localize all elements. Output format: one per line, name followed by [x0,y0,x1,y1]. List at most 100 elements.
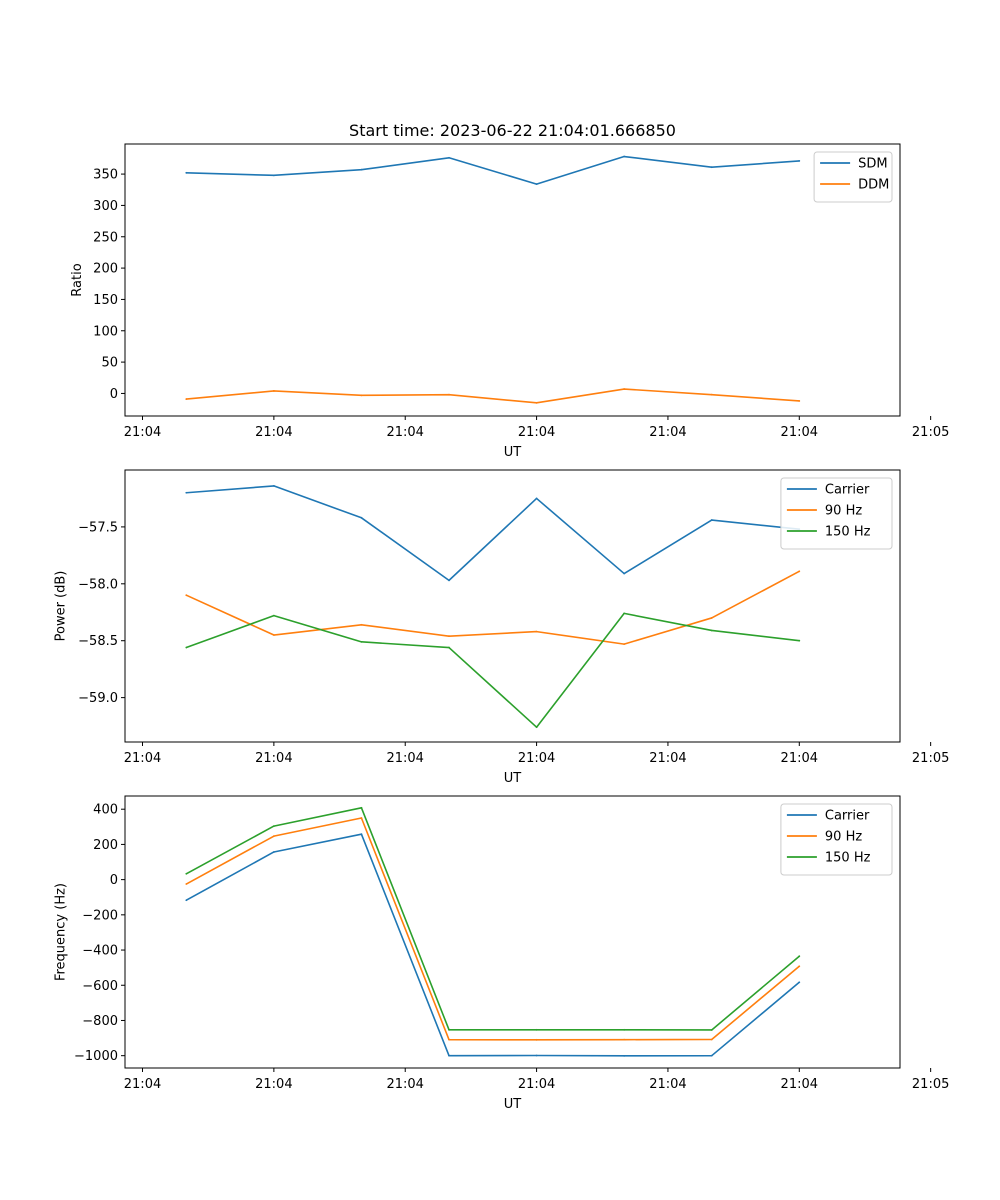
chart0-x-axis-label: UT [504,445,522,460]
chart1-legend: Carrier 90 Hz 150 Hz [780,477,893,550]
chart2-series-carrier-point-4 [448,1054,450,1057]
chart1-x-tick-label-7: 21:05 [912,751,949,766]
chart2-y-axis-label: Frequency (Hz) [54,883,69,981]
chart1-series-90-hz-point-1 [185,594,188,597]
chart1-series-carrier-point-3 [360,516,363,519]
chart1-x-tick-label-3: 21:04 [386,751,423,766]
chart2-series-carrier-point-5 [535,1054,538,1057]
chart1-y-tick-label-2: −58.5 [78,634,118,649]
chart2-series-carrier-line [185,833,800,1057]
chart2-legend-label-carrier: Carrier [825,809,870,824]
chart1-y-tick-label-4: −57.5 [78,520,118,535]
chart0-series-ddm-point-2 [272,390,275,392]
chart0-y-tick-label-1: 0 [110,387,118,402]
chart1-legend-label-150-hz: 150 Hz [825,525,871,540]
chart2-series-150-hz-point-6 [623,1028,626,1031]
chart0-title: Start time: 2023-06-22 21:04:01.666850 [349,121,676,140]
chart0-x-tick-label-3: 21:04 [386,425,423,440]
chart0-x-tick-label-5: 21:04 [649,425,686,440]
chart1-series-carrier-point-2 [272,485,275,487]
chart-panel-ratio: 21:04 21:04 21:04 21:04 21:04 21:04 21:05 0 50 10… [70,121,949,460]
chart1-series-carrier-point-4 [448,579,450,582]
chart2-series-150-hz-point-4 [448,1028,450,1031]
chart0-legend-label-ddm: DDM [858,178,889,193]
chart1-series-90-hz-point-8 [798,570,801,573]
chart1-x-tick-label-1: 21:04 [124,751,161,766]
chart0-series-sdm-point-3 [360,168,363,171]
chart2-legend: Carrier 90 Hz 150 Hz [780,803,893,876]
chart0-series-ddm-point-5 [535,401,538,404]
chart2-series-carrier-point-8 [798,981,801,984]
chart0-series-sdm-line [186,155,800,185]
chart0-x-tick-label-7: 21:05 [912,425,949,440]
chart1-x-tick-label-5: 21:04 [649,751,686,766]
chart1-series-90-hz-line [185,570,800,645]
chart0-legend: SDM DDM [813,151,893,203]
chart0-legend-label-sdm: SDM [858,157,887,172]
chart1-y-tick-label-3: −58.0 [78,577,118,592]
chart1-series-90-hz-point-6 [623,643,626,646]
chart2-legend-label-90-hz: 90 Hz [825,830,862,845]
chart1-x-tick-label-6: 21:04 [781,751,818,766]
chart1-series-150-hz-point-8 [798,639,801,642]
chart2-series-150-hz-point-1 [185,872,188,875]
chart2-x-tick-label-1: 21:04 [124,1077,161,1092]
chart2-series-90-hz-point-5 [535,1038,538,1041]
chart2-series-90-hz-line [185,817,800,1041]
chart1-legend-label-carrier: Carrier [825,483,870,498]
chart2-series-carrier-point-7 [710,1054,713,1057]
chart0-series-sdm-point-6 [623,155,626,158]
chart0-y-tick-label-8: 350 [93,168,118,183]
chart1-x-tick-label-4: 21:04 [518,751,555,766]
chart1-series-150-hz-point-2 [272,614,275,617]
chart1-series-150-hz-line [186,612,800,729]
chart0-x-tick-label-1: 21:04 [124,425,161,440]
chart0-y-tick-label-6: 250 [93,230,118,245]
chart2-x-tick-label-7: 21:05 [912,1077,949,1092]
chart0-y-tick-label-3: 100 [93,324,118,339]
chart1-series-carrier-line [186,485,800,582]
chart1-series-90-hz-point-7 [710,617,713,619]
chart1-series-90-hz-point-3 [360,623,363,626]
chart1-series-150-hz-point-4 [448,646,450,649]
chart2-series-90-hz-point-2 [272,835,275,838]
chart1-series-150-hz-point-3 [360,640,363,643]
chart2-series-150-hz-point-3 [360,806,363,809]
chart1-series-carrier-point-6 [623,572,626,575]
chart2-series-90-hz-point-1 [185,883,188,885]
chart-panel-power: 21:04 21:04 21:04 21:04 21:04 21:04 21:05 −59.0… [54,469,949,786]
chart0-series-sdm-point-7 [710,166,713,169]
chart2-series-carrier-point-6 [623,1054,626,1057]
chart0-series-sdm-point-5 [535,183,538,186]
chart1-series-150-hz-point-1 [185,646,188,649]
chart0-series-sdm-point-4 [448,156,450,159]
chart2-series-150-hz-line [185,806,800,1031]
chart0-y-tick-label-7: 300 [93,199,118,214]
chart0-series-ddm-point-8 [798,400,801,402]
chart1-y-axis-label: Power (dB) [54,571,69,642]
chart2-series-90-hz-point-3 [360,817,363,819]
chart0-series-sdm-point-8 [798,160,801,162]
chart2-series-90-hz-point-6 [623,1038,626,1041]
chart0-y-axis-label: Ratio [70,263,85,296]
chart0-series-ddm-line [186,388,800,404]
chart2-y-tick-label-2: −800 [82,1014,118,1029]
chart1-legend-label-90-hz: 90 Hz [825,504,862,519]
chart2-series-carrier-point-2 [272,851,275,853]
chart2-x-axis-label: UT [504,1097,522,1112]
chart2-series-carrier-point-3 [360,833,363,836]
chart2-series-90-hz-point-7 [710,1038,713,1041]
chart2-legend-label-150-hz: 150 Hz [825,851,871,866]
chart0-legend-box [813,151,893,203]
chart1-series-150-hz-point-5 [535,726,538,729]
chart0-y-tick-label-2: 50 [101,356,118,371]
chart1-series-carrier-point-5 [535,497,538,500]
chart2-x-tick-label-2: 21:04 [255,1077,292,1092]
chart1-y-tick-label-1: −59.0 [78,691,118,706]
chart0-series-sdm-point-2 [272,174,275,177]
chart2-series-carrier-point-1 [185,899,188,902]
chart1-x-axis-label: UT [504,771,522,786]
chart1-series-carrier-point-7 [710,519,713,521]
chart0-series-ddm-point-6 [623,388,626,390]
